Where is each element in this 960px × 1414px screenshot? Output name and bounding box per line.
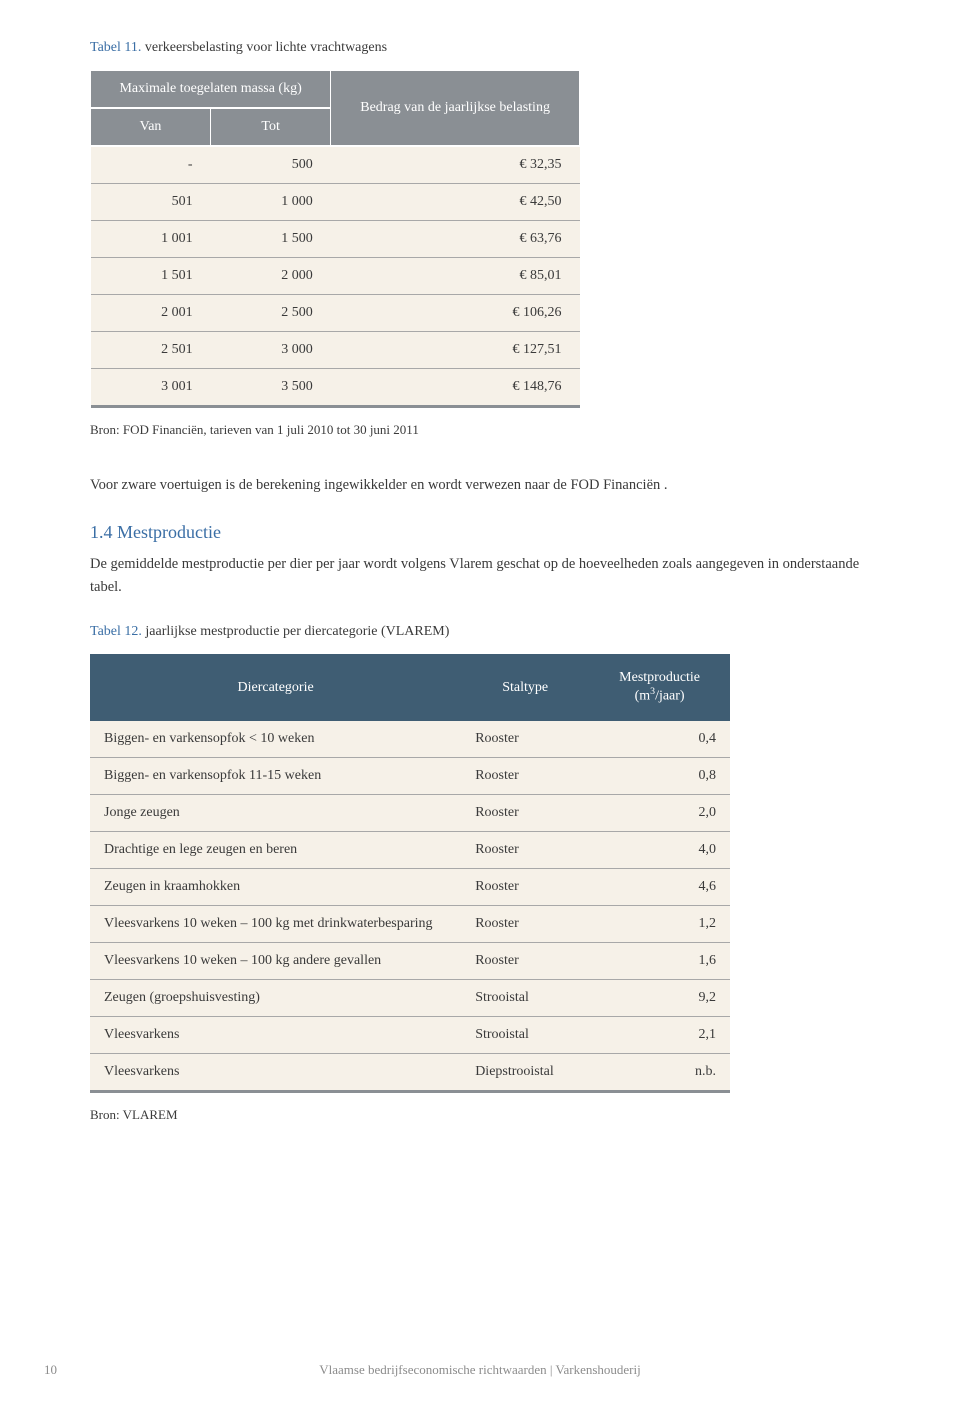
paragraph-zware-voertuigen: Voor zware voertuigen is de berekening i… — [90, 474, 870, 496]
table-row: Drachtige en lege zeugen en berenRooster… — [90, 832, 730, 869]
table-row: 1 0011 500€ 63,76 — [91, 221, 580, 258]
table12-caption-num: Tabel 12. — [90, 624, 142, 639]
t12-head-prod: Mestproductie(m3/jaar) — [589, 654, 730, 721]
table-row: -500€ 32,35 — [91, 146, 580, 184]
table11-caption: Tabel 11. verkeersbelasting voor lichte … — [90, 40, 870, 56]
table12-source: Bron: VLAREM — [90, 1107, 870, 1123]
table-row: VleesvarkensDiepstrooistaln.b. — [90, 1054, 730, 1092]
table-row: VleesvarkensStrooistal2,1 — [90, 1017, 730, 1054]
table12-caption: Tabel 12. jaarlijkse mestproductie per d… — [90, 624, 870, 640]
footer-title: Vlaamse bedrijfseconomische richtwaarden… — [0, 1362, 960, 1378]
table-row: 5011 000€ 42,50 — [91, 184, 580, 221]
page-number: 10 — [44, 1362, 57, 1378]
section-num: 1.4 — [90, 522, 113, 542]
table-row: 3 0013 500€ 148,76 — [91, 369, 580, 407]
t11-head-van: Van — [91, 108, 211, 146]
table-row: 1 5012 000€ 85,01 — [91, 258, 580, 295]
t11-head-group: Maximale toegelaten massa (kg) — [91, 71, 331, 109]
section-title: Mestproductie — [117, 522, 221, 542]
table-row: 2 5013 000€ 127,51 — [91, 332, 580, 369]
page-footer: 10 Vlaamse bedrijfseconomische richtwaar… — [0, 1362, 960, 1378]
table-row: Jonge zeugenRooster2,0 — [90, 795, 730, 832]
table-row: Vleesvarkens 10 weken – 100 kg met drink… — [90, 906, 730, 943]
t11-head-tot: Tot — [211, 108, 331, 146]
table12: Diercategorie Staltype Mestproductie(m3/… — [90, 654, 730, 1093]
table11-caption-text: verkeersbelasting voor lichte vrachtwage… — [145, 40, 387, 55]
section-intro: De gemiddelde mestproductie per dier per… — [90, 553, 870, 598]
table11: Maximale toegelaten massa (kg) Bedrag va… — [90, 70, 580, 408]
table-row: Zeugen in kraamhokkenRooster4,6 — [90, 869, 730, 906]
table-row: Vleesvarkens 10 weken – 100 kg andere ge… — [90, 943, 730, 980]
table-row: 2 0012 500€ 106,26 — [91, 295, 580, 332]
table-row: Biggen- en varkensopfok 11-15 wekenRoost… — [90, 758, 730, 795]
t11-head-bedrag: Bedrag van de jaarlijkse belasting — [331, 71, 580, 147]
table11-source: Bron: FOD Financiën, tarieven van 1 juli… — [90, 422, 870, 438]
table-row: Biggen- en varkensopfok < 10 wekenRooste… — [90, 721, 730, 758]
t12-head-cat: Diercategorie — [90, 654, 461, 721]
table-row: Zeugen (groepshuisvesting)Strooistal9,2 — [90, 980, 730, 1017]
t12-head-stal: Staltype — [461, 654, 589, 721]
section-heading: 1.4 Mestproductie — [90, 522, 870, 543]
table12-caption-text: jaarlijkse mestproductie per diercategor… — [145, 624, 449, 639]
table11-caption-num: Tabel 11. — [90, 40, 141, 55]
